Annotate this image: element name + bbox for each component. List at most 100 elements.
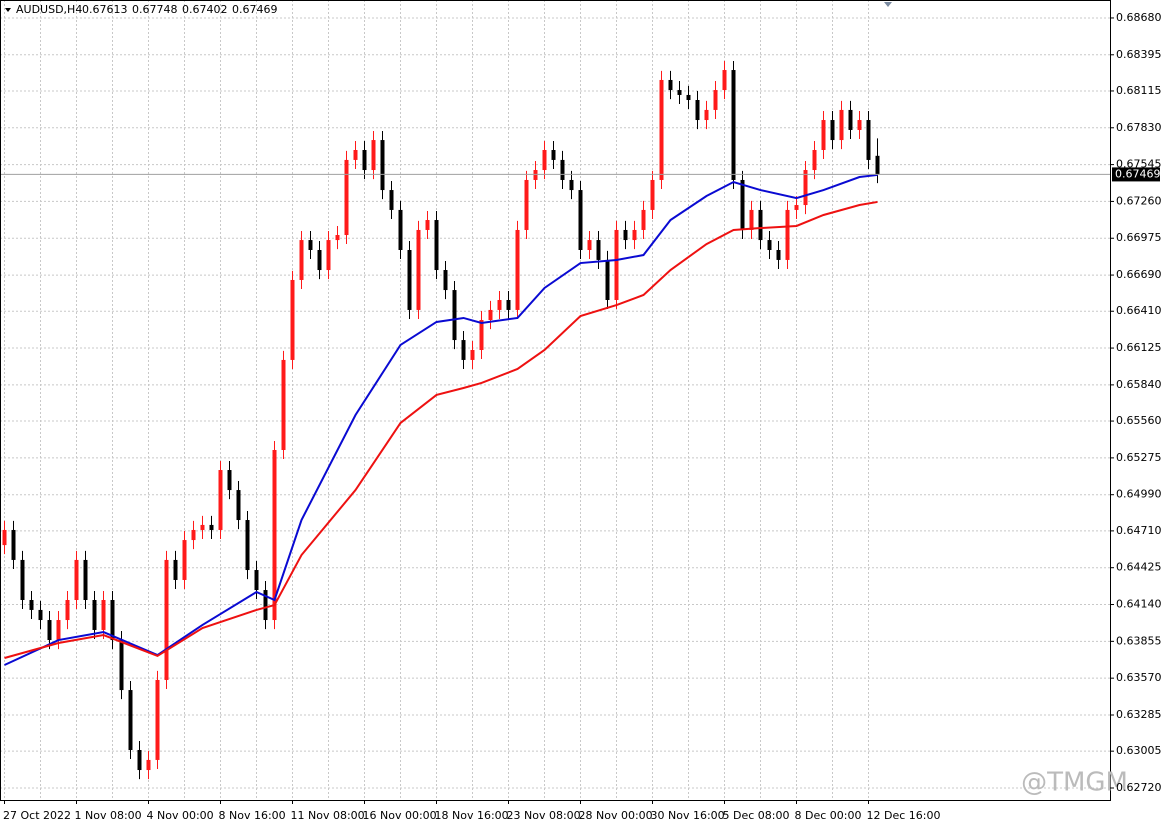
symbol: AUDUSD,H4 <box>16 3 82 16</box>
candle-body <box>677 90 682 95</box>
x-tick-label: 28 Nov 00:00 <box>579 809 653 822</box>
candle-body <box>2 529 7 546</box>
y-tick-label: 0.62720 <box>1116 781 1162 794</box>
y-tick-label: 0.65275 <box>1116 451 1162 464</box>
candle-body <box>497 300 502 310</box>
y-tick-label: 0.68395 <box>1116 48 1162 61</box>
candle-body <box>866 120 871 160</box>
candle-body <box>632 229 637 241</box>
candle-body <box>758 209 763 241</box>
x-tick-label: 23 Nov 08:00 <box>507 809 581 822</box>
candle-body <box>155 679 160 760</box>
candle-body <box>191 529 196 541</box>
candle-body <box>542 150 547 171</box>
header-high: 0.67748 <box>132 3 178 16</box>
candle-body <box>200 524 205 530</box>
candle-body <box>461 340 466 360</box>
moving-average <box>4 173 878 666</box>
shift-marker <box>884 2 892 7</box>
candle-body <box>875 155 880 175</box>
candle-body <box>83 559 88 600</box>
y-tick-label: 0.66975 <box>1116 231 1162 244</box>
candle-body <box>515 229 520 310</box>
y-tick-label: 0.67260 <box>1116 194 1162 207</box>
candle-body <box>290 279 295 360</box>
candle-body <box>605 259 610 300</box>
candle-body <box>65 600 70 621</box>
candle-body <box>29 600 34 610</box>
candle-body <box>11 529 16 560</box>
candle-body <box>371 140 376 171</box>
candle-body <box>470 350 475 360</box>
y-tick-label: 0.63005 <box>1116 744 1162 757</box>
last-price-box <box>1112 167 1160 182</box>
x-tick-label: 18 Nov 16:00 <box>435 809 509 822</box>
candle-body <box>92 600 97 630</box>
candle-body <box>335 235 340 241</box>
candle-body <box>488 309 493 321</box>
x-tick-label: 12 Dec 16:00 <box>867 809 941 822</box>
candle-body <box>452 290 457 341</box>
candle-body <box>740 179 745 230</box>
candle-body <box>110 600 115 641</box>
candle-body <box>434 220 439 271</box>
watermark: @TMGM <box>1021 768 1128 798</box>
y-tick-label: 0.63285 <box>1116 708 1162 721</box>
candle-body <box>668 79 673 91</box>
candle-body <box>344 159 349 236</box>
candle-body <box>146 759 151 771</box>
candle-body <box>47 620 52 641</box>
candle-body <box>389 190 394 210</box>
candle-body <box>272 450 277 621</box>
candle-body <box>749 209 754 230</box>
y-tick-label: 0.64710 <box>1116 524 1162 537</box>
candle-body <box>596 240 601 260</box>
candle-body <box>353 150 358 160</box>
y-tick-label: 0.63570 <box>1116 671 1162 684</box>
candle-body <box>38 609 43 621</box>
candle-body <box>506 300 511 310</box>
candle-body <box>785 209 790 260</box>
candle-body <box>101 600 106 630</box>
plot <box>0 60 1110 780</box>
header-low: 0.67402 <box>182 3 228 16</box>
candle-body <box>830 120 835 141</box>
y-tick-label: 0.66125 <box>1116 341 1162 354</box>
candle-body <box>317 250 322 271</box>
candle-body <box>281 359 286 450</box>
candle-body <box>524 179 529 230</box>
x-tick-label: 11 Nov 08:00 <box>291 809 365 822</box>
candle-body <box>650 179 655 210</box>
header-close: 0.67469 <box>232 3 278 16</box>
candle-body <box>722 70 727 91</box>
header: AUDUSD,H4 0.67613 0.67748 0.67402 0.6746… <box>16 3 278 16</box>
candle-body <box>803 170 808 206</box>
candle-body <box>686 94 691 100</box>
y-tick-label: 0.65560 <box>1116 414 1162 427</box>
candle-body <box>776 250 781 260</box>
candle-body <box>137 750 142 771</box>
y-tick-label: 0.66410 <box>1116 304 1162 317</box>
candle-body <box>812 150 817 171</box>
y-tick-label: 0.64425 <box>1116 561 1162 574</box>
candle-body <box>128 690 133 750</box>
candle-body <box>218 470 223 530</box>
candle-body <box>326 240 331 271</box>
candle-body <box>848 109 853 130</box>
candle-body <box>551 150 556 160</box>
header-open: 0.67613 <box>82 3 128 16</box>
candle-body <box>299 240 304 280</box>
candle-body <box>704 109 709 121</box>
candle-body <box>641 209 646 230</box>
candle-body <box>695 100 700 121</box>
x-tick-label: 8 Nov 16:00 <box>219 809 286 822</box>
y-tick-label: 0.66690 <box>1116 268 1162 281</box>
candle-body <box>254 570 259 591</box>
x-tick-label: 16 Nov 00:00 <box>363 809 437 822</box>
candle-body <box>119 640 124 691</box>
candle-body <box>533 170 538 180</box>
candle-body <box>362 150 367 171</box>
candle-body <box>173 559 178 580</box>
